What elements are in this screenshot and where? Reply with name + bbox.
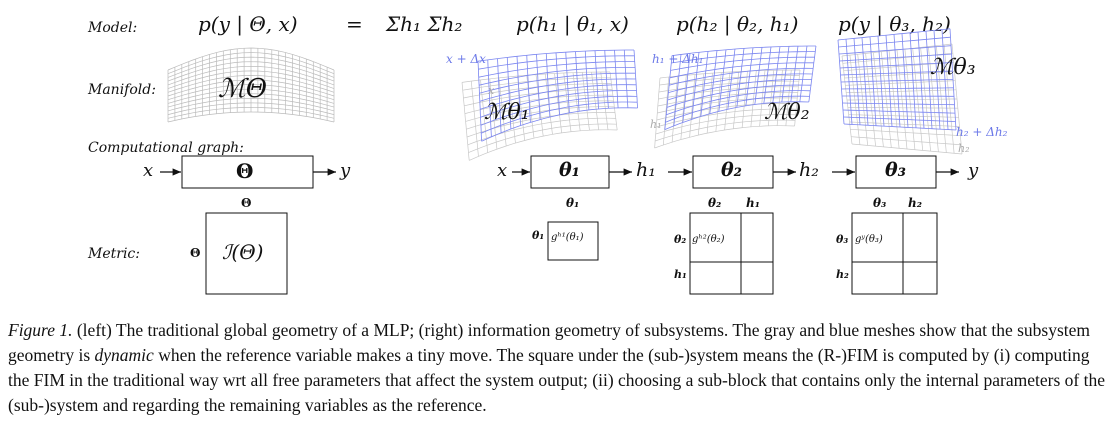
graph-out: y [968, 160, 979, 181]
caption-emphasis: dynamic [94, 345, 154, 365]
metric-left-square [205, 212, 288, 295]
manifold-1-label: ℳθ₁ [484, 100, 530, 125]
graph-left-out: y [340, 160, 351, 181]
model-term-2: p(h₂ | θ₂, h₁) [676, 12, 799, 36]
row-label-graph: Computational graph: [88, 140, 244, 156]
mesh-3-blue [837, 28, 957, 131]
metric-m1-row: θ₁ [532, 229, 545, 242]
row-label-manifold: Manifold: [88, 82, 156, 98]
metric-m1-square [547, 221, 599, 261]
metric-m3-cell: gʸ(θ₃) [855, 234, 883, 245]
graph-chain-in: x [497, 160, 508, 181]
graph-h1: h₁ [636, 159, 656, 181]
metric-left-row: Θ [190, 246, 201, 260]
manifold-global-label: ℳΘ [218, 74, 268, 104]
x-gray-label: x [488, 84, 495, 97]
graph-b3-label: θ₃ [885, 159, 906, 181]
box-theta3 [855, 155, 937, 189]
metric-m3-square [851, 212, 938, 295]
graph-h2: h₂ [799, 159, 819, 181]
mesh-2-blue [664, 45, 817, 130]
metric-m2-square [689, 212, 774, 295]
graph-b1-label: θ₁ [559, 159, 580, 181]
caption-text-a: (left) The traditional global geometry o… [8, 320, 1091, 365]
caption-text-b: when the reference variable makes a tiny… [8, 345, 1105, 415]
metric-m1-cell: gʰ¹(θ₁) [551, 232, 584, 243]
model-sum: Σh₁ Σh₂ [386, 12, 463, 36]
metric-m3-col2: h₂ [908, 196, 922, 210]
metric-m2-col1: θ₂ [708, 196, 722, 210]
graph-arrows [160, 155, 959, 295]
metric-m2-row2: h₁ [674, 268, 687, 281]
box-theta2 [692, 155, 774, 189]
metric-left-col: Θ [241, 196, 252, 210]
model-term-3: p(y | θ₃, h₂) [838, 12, 951, 36]
metric-m2-cell: gʰ²(θ₂) [692, 234, 725, 245]
metric-m3-row2: h₂ [836, 268, 849, 281]
metric-m2-col2: h₁ [746, 196, 760, 210]
graph-b2-label: θ₂ [721, 159, 742, 181]
graph-left-in: x [143, 160, 154, 181]
box-Theta [181, 155, 314, 189]
caption-figure-label: Figure 1. [8, 320, 73, 340]
metric-left-cell: ℐ(Θ) [222, 240, 264, 264]
manifold-3-label: ℳθ₃ [930, 55, 976, 80]
h1-gray-label: h₁ [650, 118, 662, 131]
row-label-model: Model: [88, 20, 138, 36]
manifold-2-label: ℳθ₂ [764, 100, 810, 125]
h2-gray-label: h₂ [958, 142, 970, 155]
h1-shift-label: h₁ + Δh₁ [652, 52, 704, 66]
x-shift-label: x + Δx [446, 52, 486, 66]
mesh-global [167, 47, 335, 123]
metric-m1-col: θ₁ [566, 196, 580, 210]
metric-m2-row1: θ₂ [674, 233, 687, 246]
box-theta1 [530, 155, 610, 189]
model-lhs: p(y | Θ, x) [198, 12, 298, 36]
mesh-1-blue [477, 49, 638, 142]
h2-shift-label: h₂ + Δh₂ [956, 125, 1008, 139]
row-label-metric: Metric: [88, 246, 140, 262]
metric-m3-row1: θ₃ [836, 233, 849, 246]
manifold-meshes [167, 28, 963, 161]
model-equals: = [346, 12, 363, 36]
model-term-1: p(h₁ | θ₁, x) [516, 12, 629, 36]
figure-caption: Figure 1. (left) The traditional global … [8, 318, 1106, 418]
graph-left-box-label: Θ [236, 159, 254, 183]
metric-m3-col1: θ₃ [873, 196, 887, 210]
